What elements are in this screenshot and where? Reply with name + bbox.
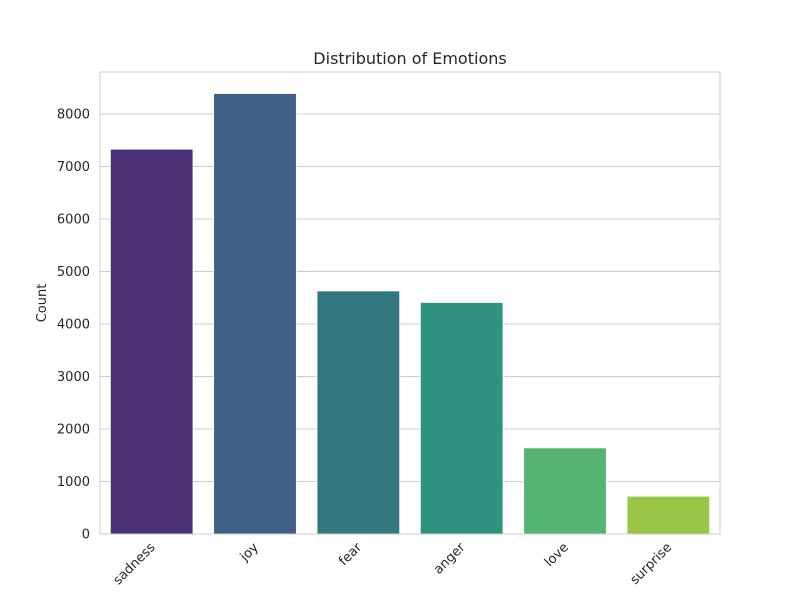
x-tick-label-fear: fear	[336, 540, 365, 569]
bar-love	[523, 447, 607, 535]
chart-title: Distribution of Emotions	[313, 49, 506, 68]
y-axis-ticks: 0 1000 2000 3000 4000 5000 6000 7000 8000	[57, 108, 90, 543]
x-tick-label-sadness: sadness	[111, 540, 159, 588]
bar-fear	[316, 290, 401, 535]
y-axis-title: Count	[35, 284, 50, 323]
bar-joy	[213, 93, 297, 535]
y-tick-label: 4000	[57, 318, 90, 333]
x-axis-ticks: sadness joy fear anger love surprise	[111, 540, 676, 588]
plot-frame	[99, 71, 721, 535]
bar-surprise	[626, 495, 711, 535]
y-tick-label: 7000	[57, 160, 90, 175]
gridlines	[100, 113, 720, 535]
x-tick-label-surprise: surprise	[628, 540, 676, 588]
y-tick-label: 0	[82, 528, 90, 543]
y-tick-label: 2000	[57, 423, 90, 438]
y-tick-label: 5000	[57, 265, 90, 280]
bars	[109, 93, 711, 535]
bar-anger	[419, 302, 504, 535]
bar-sadness	[109, 148, 194, 535]
y-tick-label: 3000	[57, 370, 90, 385]
y-tick-label: 6000	[57, 213, 90, 228]
y-tick-label: 1000	[57, 475, 90, 490]
x-tick-label-love: love	[542, 540, 572, 570]
y-tick-label: 8000	[57, 108, 90, 123]
x-tick-label-joy: joy	[237, 540, 262, 565]
x-tick-label-anger: anger	[431, 540, 469, 578]
